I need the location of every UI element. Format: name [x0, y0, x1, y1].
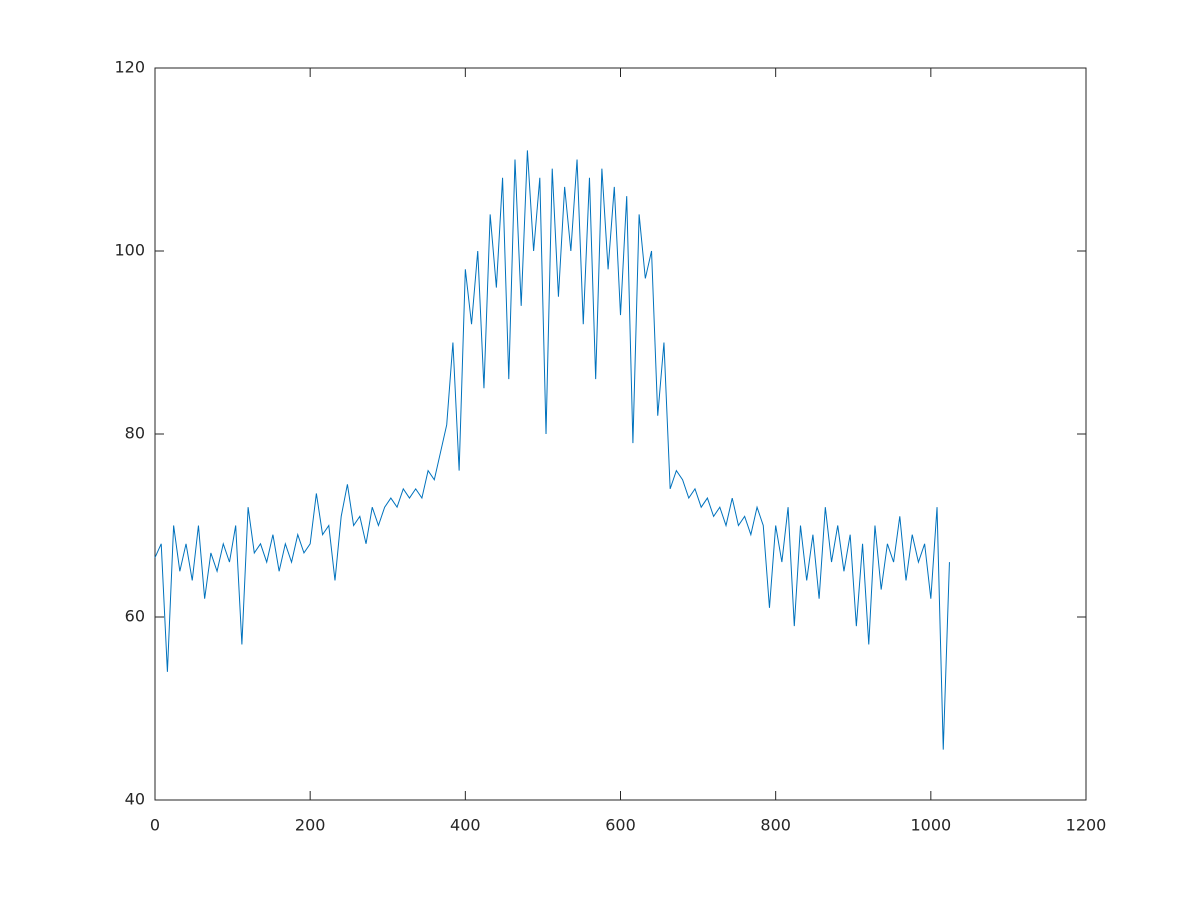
- x-tick-label: 1000: [910, 816, 951, 835]
- y-tick-label: 120: [114, 58, 145, 77]
- y-tick-label: 100: [114, 241, 145, 260]
- x-tick-label: 600: [605, 816, 636, 835]
- data-line: [154, 150, 950, 750]
- y-tick-label: 60: [125, 607, 145, 626]
- x-tick-label: 800: [760, 816, 791, 835]
- x-tick-label: 200: [295, 816, 326, 835]
- y-tick-label: 80: [125, 424, 145, 443]
- x-tick-label: 1200: [1066, 816, 1107, 835]
- x-tick-label: 0: [150, 816, 160, 835]
- x-tick-label: 400: [450, 816, 481, 835]
- y-tick-label: 40: [125, 790, 145, 809]
